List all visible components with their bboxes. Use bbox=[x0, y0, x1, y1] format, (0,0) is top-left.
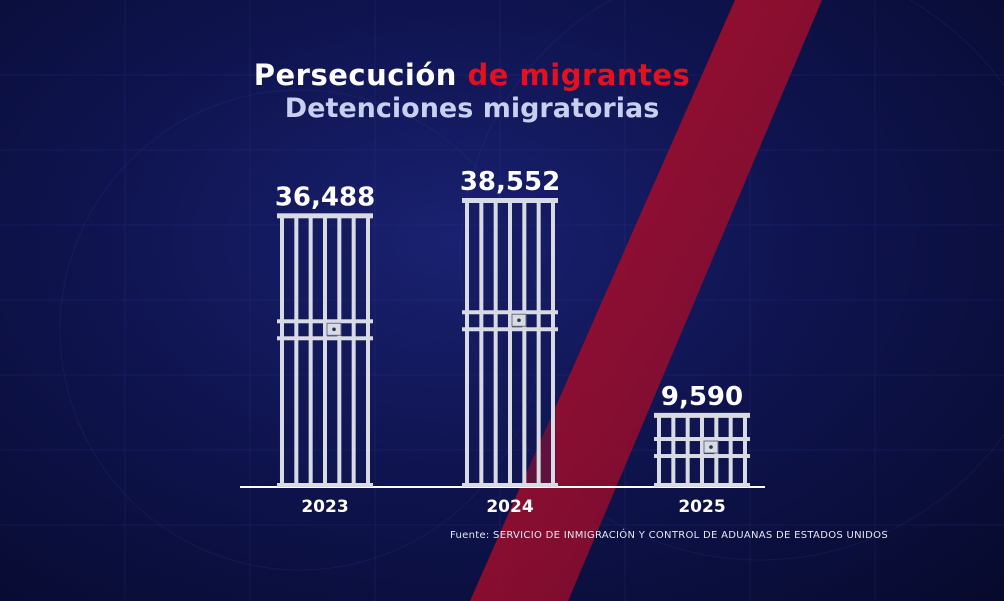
bar-top-cap bbox=[462, 198, 558, 203]
chart-subtitle: Detenciones migratorias bbox=[284, 93, 660, 124]
crossbar-lower bbox=[462, 327, 558, 332]
category-label-2025: 2025 bbox=[678, 497, 725, 517]
bar-2024 bbox=[462, 198, 558, 487]
crossbar-upper bbox=[462, 310, 558, 315]
bar-bottom-cap bbox=[277, 483, 373, 487]
bar-bottom-cap bbox=[654, 483, 750, 487]
cell-bar bbox=[294, 217, 299, 484]
category-label-2024: 2024 bbox=[486, 497, 533, 517]
cell-bar bbox=[308, 217, 313, 484]
title-part-1: Persecución bbox=[253, 58, 468, 92]
cell-bar bbox=[508, 202, 512, 484]
keyhole-icon bbox=[332, 327, 336, 332]
cell-bar bbox=[323, 217, 327, 484]
bar-top-cap bbox=[654, 412, 750, 418]
data-label-2023: 36,488 bbox=[275, 182, 375, 212]
cell-bar bbox=[479, 202, 484, 484]
red-diagonal-stripe bbox=[470, 0, 822, 601]
keyhole-icon bbox=[709, 445, 713, 449]
bar-bottom-cap bbox=[462, 483, 558, 487]
bar-2025 bbox=[654, 412, 750, 487]
cell-bar bbox=[728, 416, 733, 484]
chart-title: Persecución de migrantes bbox=[0, 58, 944, 92]
bar-2023 bbox=[277, 213, 373, 487]
cell-bar bbox=[671, 416, 676, 484]
category-label-2023: 2023 bbox=[301, 497, 348, 517]
source-note: Fuente: SERVICIO DE INMIGRACIÓN Y CONTRO… bbox=[450, 530, 888, 541]
cell-bar bbox=[536, 202, 541, 484]
crossbar-lower bbox=[277, 336, 373, 341]
cell-bar bbox=[280, 217, 284, 484]
cell-bar bbox=[685, 416, 690, 484]
data-label-2025: 9,590 bbox=[661, 382, 743, 412]
cell-bar bbox=[743, 416, 747, 484]
cell-bar bbox=[522, 202, 527, 484]
data-label-2024: 38,552 bbox=[460, 167, 560, 197]
keyhole-icon bbox=[517, 318, 521, 323]
cell-bar bbox=[493, 202, 498, 484]
crossbar-lower bbox=[654, 454, 750, 459]
cell-bar bbox=[465, 202, 469, 484]
cell-bar bbox=[351, 217, 356, 484]
title-part-2-accent: de migrantes bbox=[467, 58, 691, 92]
cell-bar bbox=[551, 202, 555, 484]
cell-bar bbox=[366, 217, 370, 484]
cell-bar bbox=[337, 217, 342, 484]
bar-top-cap bbox=[277, 213, 373, 219]
cell-bar bbox=[657, 416, 661, 484]
crossbar-upper bbox=[654, 437, 750, 442]
cell-bar bbox=[700, 416, 704, 484]
crossbar-upper bbox=[277, 319, 373, 324]
